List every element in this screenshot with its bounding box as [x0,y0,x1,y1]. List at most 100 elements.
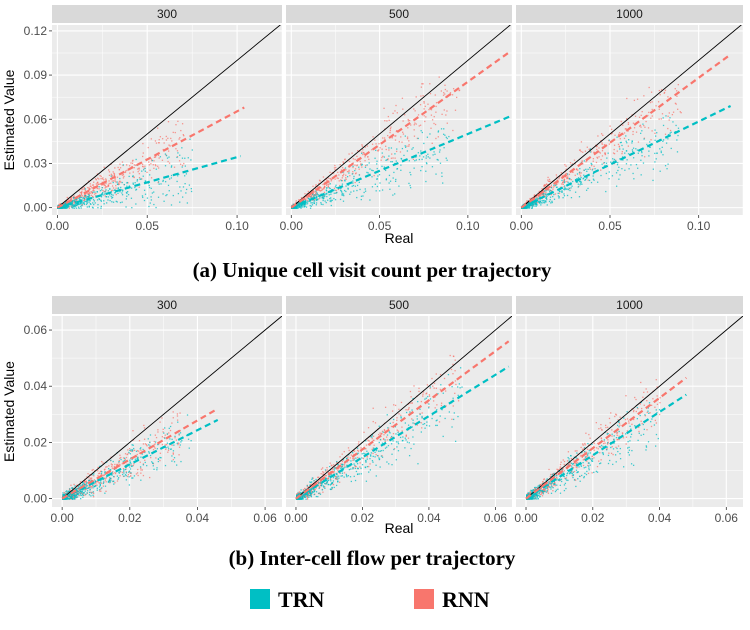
scatter-point-trn [121,190,124,192]
scatter-point-trn [68,202,70,204]
scatter-point-rnn [316,481,319,483]
scatter-point-rnn [118,181,120,183]
scatter-point-rnn [388,119,390,122]
scatter-point-trn [73,497,75,499]
scatter-point-rnn [429,83,431,85]
scatter-point-rnn [589,149,591,151]
scatter-point-rnn [342,161,344,163]
scatter-point-rnn [113,180,115,182]
scatter-point-trn [76,492,78,494]
scatter-point-rnn [454,392,456,395]
scatter-point-rnn [110,173,112,175]
scatter-point-trn [112,194,114,196]
scatter-point-rnn [552,186,555,188]
scatter-point-trn [550,202,552,204]
scatter-point-rnn [381,455,383,457]
scatter-point-rnn [104,190,107,192]
scatter-point-trn [65,204,67,206]
scatter-point-rnn [104,195,106,197]
scatter-point-trn [163,200,165,202]
scatter-point-trn [425,170,427,172]
scatter-point-rnn [97,470,99,472]
scatter-point-rnn [358,168,360,170]
scatter-point-trn [62,492,64,494]
scatter-point-rnn [359,466,361,468]
scatter-point-trn [372,169,374,172]
scatter-point-trn [112,475,115,478]
scatter-point-rnn [538,190,540,193]
scatter-point-rnn [168,144,170,146]
scatter-point-trn [619,141,622,144]
scatter-point-trn [72,493,74,496]
scatter-point-trn [563,180,566,182]
scatter-point-rnn [304,495,306,497]
scatter-point-trn [292,207,294,209]
scatter-point-trn [526,206,528,208]
scatter-point-trn [64,206,67,208]
scatter-point-rnn [658,89,660,92]
scatter-point-trn [329,187,331,190]
scatter-point-trn [84,200,86,202]
scatter-point-rnn [94,470,96,472]
scatter-point-trn [130,449,132,451]
scatter-point-trn [154,441,157,443]
scatter-point-trn [141,170,143,172]
scatter-point-rnn [657,101,660,103]
scatter-point-trn [364,190,367,192]
scatter-point-trn [553,198,556,200]
scatter-point-trn [349,193,351,195]
scatter-point-trn [336,191,338,194]
scatter-point-trn [144,170,147,172]
scatter-point-trn [173,444,175,446]
scatter-point-trn [346,476,348,478]
scatter-point-trn [297,204,300,207]
scatter-point-trn [530,204,532,206]
scatter-point-rnn [322,183,324,186]
scatter-point-rnn [128,165,131,167]
scatter-point-trn [129,466,131,468]
scatter-point-rnn [339,456,341,458]
scatter-point-trn [344,179,346,181]
scatter-point-trn [428,403,430,405]
scatter-point-rnn [451,418,453,420]
scatter-point-rnn [435,102,438,104]
scatter-point-trn [567,188,570,191]
scatter-point-trn [164,165,167,167]
scatter-point-trn [528,202,530,204]
scatter-point-trn [333,486,335,489]
scatter-point-trn [536,199,539,201]
scatter-point-rnn [394,110,396,112]
scatter-point-trn [535,198,537,200]
scatter-point-trn [180,460,182,463]
scatter-point-trn [625,135,627,137]
scatter-point-trn [169,438,171,440]
scatter-point-rnn [147,146,149,149]
scatter-point-rnn [161,443,164,446]
scatter-point-rnn [428,394,431,396]
scatter-point-rnn [435,111,437,113]
scatter-point-rnn [641,110,643,113]
scatter-point-trn [338,475,340,477]
scatter-point-trn [631,149,634,151]
scatter-point-rnn [138,176,141,179]
scatter-point-trn [394,193,396,195]
scatter-point-trn [381,442,384,444]
scatter-point-rnn [111,174,113,177]
scatter-point-trn [667,133,670,136]
scatter-point-rnn [178,160,181,162]
scatter-point-trn [107,199,109,201]
scatter-point-trn [608,178,610,180]
scatter-point-trn [618,166,620,168]
scatter-point-trn [441,409,443,411]
scatter-point-rnn [338,464,340,466]
scatter-point-rnn [309,196,311,198]
scatter-point-rnn [94,178,97,180]
scatter-point-rnn [667,96,669,98]
scatter-point-rnn [341,177,343,179]
scatter-point-rnn [418,387,420,390]
scatter-point-trn [324,200,326,202]
scatter-point-rnn [162,148,164,151]
scatter-point-trn [190,187,192,190]
scatter-point-rnn [577,169,579,171]
